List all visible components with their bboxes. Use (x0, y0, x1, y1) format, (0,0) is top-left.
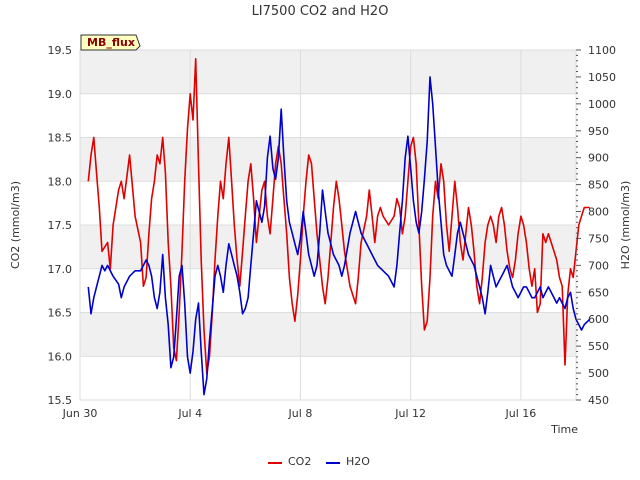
y-left-tick-label: 19.5 (48, 44, 73, 57)
y-axis-right-label: H2O (mmol/m3) (619, 181, 632, 270)
badge-box (80, 34, 141, 51)
y-axis-left-label: CO2 (mmol/m3) (9, 181, 22, 269)
x-tick-label: Jul 8 (288, 407, 313, 420)
plot-area (79, 49, 577, 401)
x-tick-label: Jul 4 (177, 407, 202, 420)
y-right-tick-label: 850 (588, 179, 609, 192)
badge-label: MB_flux (87, 36, 135, 49)
y-right-tick-label: 750 (588, 232, 609, 245)
y-right-tick-label: 900 (588, 152, 609, 165)
background-band (80, 312, 576, 357)
y-left-tick-label: 17.0 (48, 263, 73, 276)
background-band (80, 50, 576, 94)
series-layer (87, 58, 591, 396)
y-left-tick-label: 18.0 (48, 175, 73, 188)
x-axis-ticks: Jun 30 Jul 4 Jul 8 Jul 12 Jul 16 (62, 407, 537, 420)
left-axis-ticks: 15.5 16.0 16.5 17.0 17.5 18.0 18.5 19.0 19.5 (48, 44, 73, 407)
y-right-tick-label: 600 (588, 313, 609, 326)
gridlines (79, 49, 576, 401)
x-tick-label: Jul 16 (505, 407, 537, 420)
y-right-tick-label: 950 (588, 125, 609, 138)
y-right-tick-label: 500 (588, 367, 609, 380)
legend-label-co2: CO2 (288, 455, 311, 468)
y-right-tick-label: 800 (588, 206, 609, 219)
y-right-tick-label: 1000 (588, 98, 616, 111)
x-tick-label: Jun 30 (62, 407, 98, 420)
x-tick-label: Jul 12 (394, 407, 426, 420)
badge: MB_flux (80, 34, 141, 51)
y-left-tick-label: 17.5 (48, 219, 73, 232)
y-right-tick-label: 550 (588, 340, 609, 353)
chart-title: LI7500 CO2 and H2O (252, 4, 389, 19)
legend: CO2 H2O (268, 455, 370, 468)
y-right-tick-label: 450 (588, 394, 609, 407)
y-right-tick-label: 1100 (588, 44, 616, 57)
y-left-tick-label: 15.5 (48, 394, 73, 407)
series-line-h2o (87, 76, 591, 396)
legend-label-h2o: H2O (346, 455, 370, 468)
y-right-tick-label: 650 (588, 286, 609, 299)
y-left-tick-label: 18.5 (48, 132, 73, 145)
right-axis-ticks: 450 500 550 600 650 700 750 800 850 900 950 1000 105… (576, 44, 616, 407)
y-right-tick-label: 700 (588, 259, 609, 272)
y-left-tick-label: 16.0 (48, 350, 73, 363)
y-right-tick-label: 1050 (588, 71, 616, 84)
x-axis-label: Time (550, 423, 578, 436)
background-bands (80, 50, 576, 357)
y-left-tick-label: 16.5 (48, 307, 73, 320)
y-left-tick-label: 19.0 (48, 88, 73, 101)
